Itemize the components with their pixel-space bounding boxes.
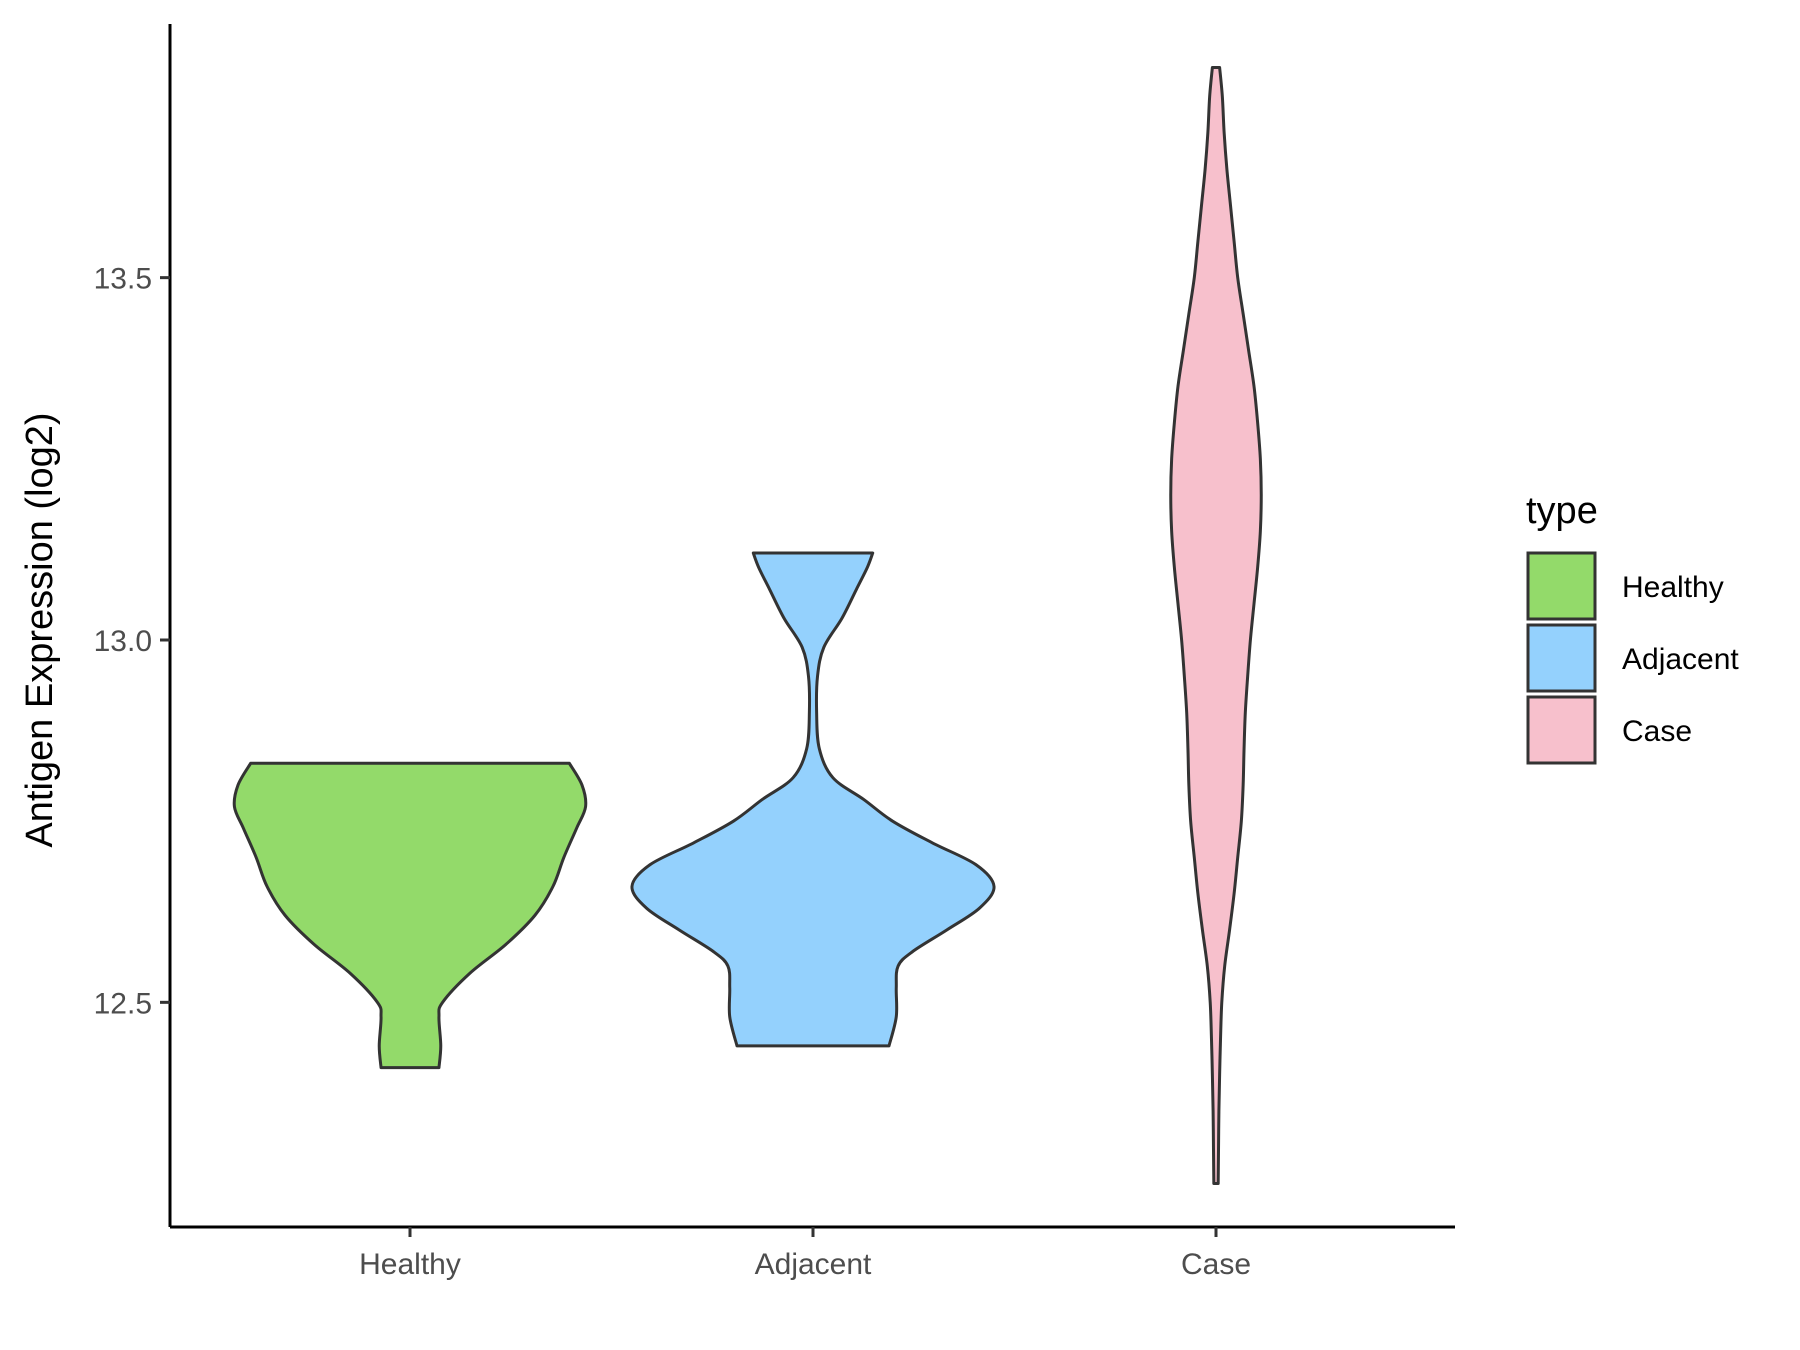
x-tick-label: Healthy [359,1248,461,1281]
x-tick-label: Adjacent [755,1248,872,1281]
legend-swatch-healthy [1526,551,1597,621]
y-tick-label: 13.0 [94,625,152,658]
legend-label-adjacent: Adjacent [1622,643,1739,676]
y-axis: 12.5 13.0 13.5 [94,24,172,1227]
legend-label-case: Case [1622,715,1692,748]
y-tick-label: 12.5 [94,987,152,1020]
legend-label-healthy: Healthy [1622,571,1724,604]
legend-swatch-adjacent [1526,623,1597,693]
legend-swatch-case [1526,695,1597,765]
y-axis-title: Antigen Expression (log2) [19,412,61,847]
violin-adjacent [630,551,996,1048]
violins [232,65,1263,1186]
legend: type Healthy Adjacent Case [1526,490,1739,765]
legend-items: Healthy Adjacent Case [1526,551,1739,765]
violin-case [1169,65,1263,1186]
legend-title: type [1526,490,1598,532]
x-tick-label: Case [1181,1248,1251,1281]
violin-healthy [232,761,588,1070]
x-axis: Healthy Adjacent Case [170,1225,1455,1281]
y-tick-label: 13.5 [94,263,152,296]
